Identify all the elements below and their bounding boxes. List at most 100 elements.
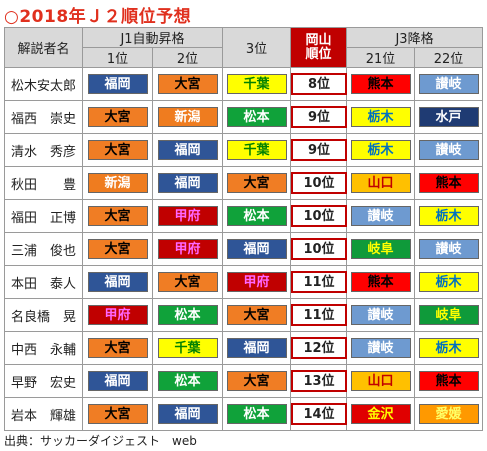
cell-p2: 大宮 [151,265,224,299]
cell-p1: 甲府 [82,298,153,332]
team-chip: 讃岐 [350,305,411,325]
cell-okayama: 11位 [290,265,348,299]
team-chip: 讃岐 [350,206,411,226]
cell-p3: 千葉 [222,67,292,101]
cell-p21: 山口 [346,364,416,398]
team-chip: 松本 [226,107,287,127]
team-chip: 讃岐 [418,239,479,259]
team-chip: 金沢 [350,404,411,424]
cell-p1: 福岡 [82,265,153,299]
cell-p2: 千葉 [151,331,224,365]
okayama-rank: 13位 [291,370,348,392]
okayama-rank: 11位 [291,271,348,293]
cell-p1: 福岡 [82,67,153,101]
commentator-name: 早野 宏史 [4,364,83,398]
team-chip: 福岡 [226,338,287,358]
table-row: 名良橋 晃甲府 松本 大宮 11位 讃岐 岐阜 [4,298,484,332]
team-chip: 熊本 [350,272,411,292]
cell-p2: 新潟 [151,100,224,134]
team-chip: 千葉 [226,140,287,160]
table-row: 岩本 輝雄 大宮 福岡 松本 14位 金沢 愛媛 [4,397,484,431]
cell-p2: 福岡 [151,397,224,431]
cell-p21: 讃岐 [346,298,416,332]
header-third: 3位 [222,27,292,68]
cell-p1: 大宮 [82,232,153,266]
team-chip: 甲府 [87,305,148,325]
cell-okayama: 10位 [290,232,348,266]
source-note: 出典：サッカーダイジェスト web [4,434,197,448]
table-row: 福西 崇史 大宮 新潟 松本 9位 栃木 水戸 [4,100,484,134]
team-chip: 新潟 [157,107,218,127]
team-chip: 松本 [226,404,287,424]
team-chip: 大宮 [87,404,148,424]
cell-p3: 大宮 [222,364,292,398]
cell-p3: 大宮 [222,298,292,332]
team-chip: 大宮 [87,107,148,127]
cell-okayama: 10位 [290,166,348,200]
commentator-name: 中西 永輔 [4,331,83,365]
cell-p22: 讃岐 [414,232,484,266]
team-chip: 岐阜 [418,305,479,325]
cell-p3: 松本 [222,100,292,134]
cell-p22: 讃岐 [414,133,484,167]
team-chip: 大宮 [226,305,287,325]
table-row: 中西 永輔 大宮 千葉 福岡 12位 讃岐 栃木 [4,331,484,365]
team-chip: 大宮 [87,338,148,358]
okayama-rank: 10位 [291,205,348,227]
cell-p3: 大宮 [222,166,292,200]
cell-p22: 栃木 [414,265,484,299]
okayama-rank: 9位 [291,139,348,161]
team-chip: 讃岐 [350,338,411,358]
cell-okayama: 10位 [290,199,348,233]
cell-okayama: 14位 [290,397,348,431]
cell-p22: 熊本 [414,364,484,398]
team-chip: 讃岐 [418,74,479,94]
team-chip: 大宮 [157,272,218,292]
team-chip: 山口 [350,371,411,391]
cell-p21: 栃木 [346,100,416,134]
team-chip: 大宮 [87,140,148,160]
cell-p22: 水戸 [414,100,484,134]
header-j1-1st: 1位 [82,47,153,68]
cell-okayama: 8位 [290,67,348,101]
team-chip: 松本 [157,305,218,325]
table-row: 三浦 俊也 大宮 甲府 福岡 10位 岐阜 讃岐 [4,232,484,266]
cell-p1: 大宮 [82,100,153,134]
okayama-rank: 9位 [291,106,348,128]
team-chip: 松本 [226,206,287,226]
cell-p2: 甲府 [151,199,224,233]
table-row: 本田 泰人 福岡 大宮 甲府 11位 熊本 栃木 [4,265,484,299]
cell-okayama: 13位 [290,364,348,398]
team-chip: 水戸 [418,107,479,127]
okayama-rank: 10位 [291,238,348,260]
team-chip: 福岡 [87,371,148,391]
cell-p22: 熊本 [414,166,484,200]
table-row: 福田 正博 大宮 甲府 松本 10位 讃岐 栃木 [4,199,484,233]
cell-p21: 熊本 [346,265,416,299]
team-chip: 山口 [350,173,411,193]
cell-p21: 熊本 [346,67,416,101]
commentator-name: 三浦 俊也 [4,232,83,266]
commentator-name: 福田 正博 [4,199,83,233]
cell-p22: 岐阜 [414,298,484,332]
team-chip: 甲府 [157,206,218,226]
header-commentator: 解説者名 [4,27,83,68]
cell-p3: 福岡 [222,331,292,365]
cell-p21: 山口 [346,166,416,200]
cell-p3: 千葉 [222,133,292,167]
cell-p2: 松本 [151,298,224,332]
team-chip: 福岡 [157,404,218,424]
cell-p21: 岐阜 [346,232,416,266]
cell-p2: 福岡 [151,133,224,167]
cell-p1: 福岡 [82,364,153,398]
cell-p21: 栃木 [346,133,416,167]
team-chip: 福岡 [87,272,148,292]
cell-p3: 松本 [222,199,292,233]
team-chip: 岐阜 [350,239,411,259]
okayama-rank: 10位 [291,172,348,194]
team-chip: 熊本 [418,371,479,391]
cell-p22: 愛媛 [414,397,484,431]
team-chip: 熊本 [418,173,479,193]
team-chip: 栃木 [350,140,411,160]
cell-okayama: 12位 [290,331,348,365]
